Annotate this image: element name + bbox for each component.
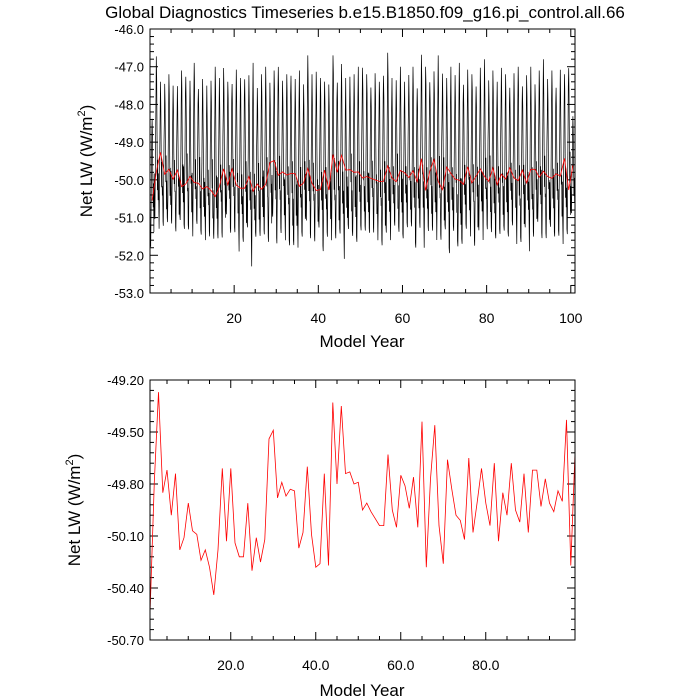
x-tick-label: 20.0 — [217, 657, 244, 673]
y-tick-label: -52.0 — [114, 248, 144, 263]
x-tick-label: 40.0 — [302, 657, 329, 673]
top-panel-lines — [149, 52, 575, 267]
x-tick-label: 80.0 — [472, 657, 499, 673]
monthly-series-line — [149, 52, 575, 267]
y-tick-label: -51.0 — [114, 211, 144, 226]
y-tick-label: -47.0 — [114, 60, 144, 75]
top-panel-ticks: -46.0 -47.0 -48.0 -49.0 -50.0 -51.0 -52.0 -53.0… — [114, 22, 582, 326]
x-tick-label: 60 — [395, 310, 411, 326]
y-tick-label: -49.20 — [107, 373, 144, 388]
figure-title: Global Diagnostics Timeseries b.e15.B185… — [105, 3, 625, 22]
y-tick-label: -50.0 — [114, 173, 144, 188]
x-tick-label: 20 — [226, 310, 242, 326]
bottom-x-axis-label: Model Year — [319, 681, 404, 700]
y-tick-label: -49.0 — [114, 135, 144, 150]
y-tick-label: -50.10 — [107, 529, 144, 544]
bottom-panel-frame — [149, 379, 576, 641]
bottom-y-axis-label: Net LW (W/m2) — [64, 454, 84, 567]
x-tick-label: 60.0 — [387, 657, 414, 673]
bottom-panel-ticks: -49.20 -49.50 -49.80 -50.10 -50.40 -50.70 20.0… — [107, 373, 575, 673]
y-tick-label: -49.50 — [107, 425, 144, 440]
top-y-axis-label: Net LW (W/m2) — [76, 105, 96, 218]
x-tick-label: 100 — [559, 310, 583, 326]
y-tick-label: -53.0 — [114, 286, 144, 301]
x-tick-label: 80 — [479, 310, 495, 326]
y-tick-label: -50.40 — [107, 581, 144, 596]
y-tick-label: -50.70 — [107, 633, 144, 648]
y-tick-label: -46.0 — [114, 22, 144, 37]
top-x-axis-label: Model Year — [319, 332, 404, 351]
top-panel: -46.0 -47.0 -48.0 -49.0 -50.0 -51.0 -52.0 -53.0… — [76, 22, 583, 351]
y-tick-label: -49.80 — [107, 477, 144, 492]
annual-mean-series-line — [149, 392, 576, 615]
top-panel-frame — [149, 28, 576, 294]
x-tick-label: 40 — [311, 310, 327, 326]
annual-mean-series-line — [151, 152, 574, 201]
y-tick-label: -48.0 — [114, 97, 144, 112]
bottom-panel: -49.20 -49.50 -49.80 -50.10 -50.40 -50.70 20.0… — [64, 373, 576, 700]
bottom-panel-lines — [149, 392, 576, 615]
